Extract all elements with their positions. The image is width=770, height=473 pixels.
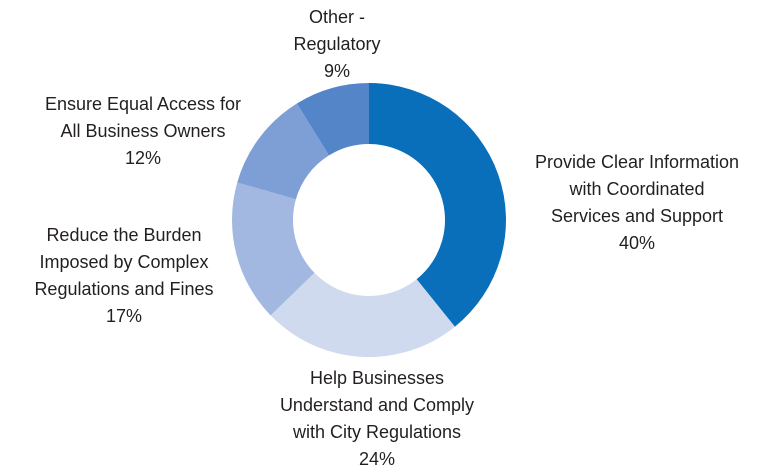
slice-label: All Business Owners <box>60 121 225 141</box>
slice-value-label: 24% <box>359 449 395 468</box>
slice-value-label: 9% <box>324 61 350 81</box>
slice-label: Provide Clear Information <box>535 152 739 172</box>
donut-slice <box>296 83 369 156</box>
slice-value-label: 17% <box>106 306 142 326</box>
donut-slice <box>237 103 329 200</box>
donut-slice <box>270 272 455 357</box>
slice-label: Ensure Equal Access for <box>45 94 241 114</box>
donut-slice <box>232 182 315 316</box>
slice-value-label: 40% <box>619 233 655 253</box>
slice-label: with Coordinated <box>568 179 704 199</box>
slice-label: Services and Support <box>551 206 723 226</box>
slice-value-label: 12% <box>125 148 161 168</box>
slice-label: with City Regulations <box>292 422 461 442</box>
slice-label: Other - <box>309 7 365 27</box>
slice-label: Reduce the Burden <box>46 225 201 245</box>
slice-label: Imposed by Complex <box>39 252 208 272</box>
slice-label: Understand and Comply <box>280 395 474 415</box>
slice-label: Regulatory <box>293 34 380 54</box>
slice-label: Help Businesses <box>310 368 444 388</box>
slice-label: Regulations and Fines <box>34 279 213 299</box>
donut-slice <box>369 83 506 327</box>
